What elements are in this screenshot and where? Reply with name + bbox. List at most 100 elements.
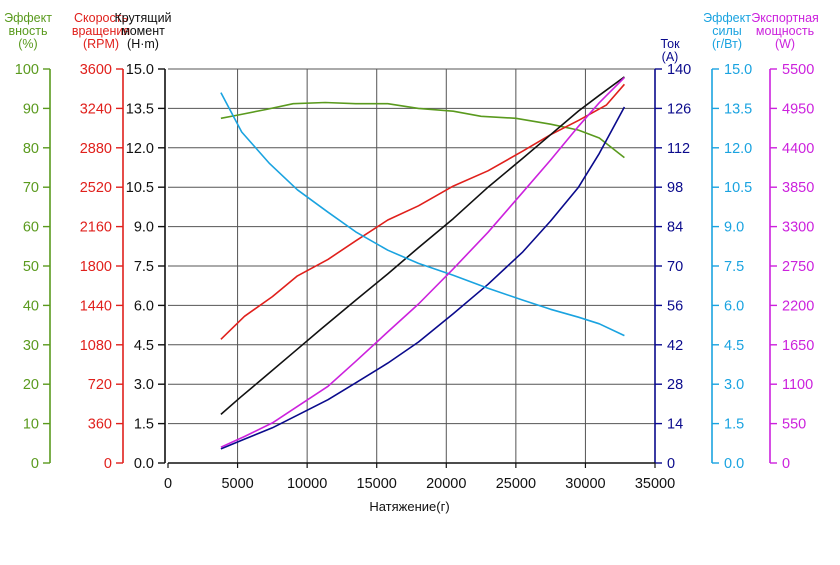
- axis-cur: 0 14 28 42 56 70 84 98 112 126 140 Ток(A): [654, 37, 691, 472]
- tick-label-pow: 0: [782, 456, 790, 472]
- axes: 0102030405060708090100Эффектвность(%)036…: [4, 11, 819, 472]
- series-line-rpm: [220, 83, 626, 340]
- tick-label-torque: 15.0: [126, 62, 154, 78]
- tick-label-torque: 7.5: [134, 259, 154, 275]
- tick-label-rpm: 3600: [80, 62, 112, 78]
- x-tick-label: 35000: [635, 476, 675, 492]
- x-axis-title: Натяжение(г): [369, 499, 449, 514]
- tick-label-eff: 60: [23, 220, 39, 236]
- tick-label-pow: 1650: [782, 338, 814, 354]
- tick-label-torque: 13.5: [126, 101, 154, 117]
- x-tick-label: 10000: [287, 476, 327, 492]
- axis-title-torque: момент: [121, 24, 165, 38]
- tick-label-rpm: 2520: [80, 180, 112, 196]
- tick-label-thr: 0.0: [724, 456, 744, 472]
- tick-label-cur: 56: [667, 298, 683, 314]
- tick-label-eff: 10: [23, 417, 39, 433]
- tick-label-eff: 50: [23, 259, 39, 275]
- tick-label-pow: 3300: [782, 220, 814, 236]
- x-tick-label: 30000: [565, 476, 605, 492]
- tick-label-eff: 40: [23, 298, 39, 314]
- axis-title-thr: (г/Вт): [712, 37, 742, 51]
- tick-label-cur: 14: [667, 417, 683, 433]
- axis-title-eff: вность: [9, 24, 48, 38]
- tick-label-pow: 5500: [782, 62, 814, 78]
- axis-title-pow: мощность: [756, 24, 814, 38]
- tick-label-eff: 90: [23, 101, 39, 117]
- tick-label-cur: 0: [667, 456, 675, 472]
- tick-label-rpm: 1440: [80, 298, 112, 314]
- tick-label-rpm: 1800: [80, 259, 112, 275]
- grid: [168, 68, 655, 463]
- axis-torque: 0.0 1.5 3.0 4.5 6.0 7.5 9.0 10.5 12.0 13.5 15.0 Кру…: [114, 11, 171, 472]
- tick-label-pow: 4950: [782, 101, 814, 117]
- x-tick-label: 5000: [221, 476, 253, 492]
- tick-label-pow: 4400: [782, 141, 814, 157]
- tick-label-pow: 550: [782, 417, 806, 433]
- tick-label-rpm: 2160: [80, 220, 112, 236]
- series-lines: [220, 76, 626, 450]
- tick-label-eff: 100: [15, 62, 39, 78]
- tick-label-torque: 9.0: [134, 220, 154, 236]
- x-tick-label: 20000: [426, 476, 466, 492]
- axis-thr: 0.0 1.5 3.0 4.5 6.0 7.5 9.0 10.5 12.0 13.5 15.0 Эфф…: [703, 11, 752, 472]
- tick-label-thr: 4.5: [724, 338, 744, 354]
- tick-label-cur: 98: [667, 180, 683, 196]
- series-line-pow: [220, 77, 625, 448]
- tick-label-pow: 1100: [782, 377, 813, 393]
- x-axis: 0 5000 10000 15000 20000 25000 30000 35000 Натяж…: [164, 462, 675, 514]
- tick-label-torque: 12.0: [126, 141, 154, 157]
- tick-label-thr: 7.5: [724, 259, 744, 275]
- x-tick-label: 25000: [496, 476, 536, 492]
- axis-title-torque: (Н·m): [127, 37, 159, 51]
- axis-title-cur: (A): [662, 50, 679, 64]
- tick-label-thr: 13.5: [724, 101, 752, 117]
- tick-label-rpm: 720: [88, 377, 112, 393]
- tick-label-cur: 42: [667, 338, 683, 354]
- tick-label-cur: 140: [667, 62, 691, 78]
- axis-title-eff: (%): [18, 37, 37, 51]
- x-tick-label: 15000: [357, 476, 397, 492]
- tick-label-torque: 3.0: [134, 377, 154, 393]
- axis-title-rpm: Скорость: [74, 11, 128, 25]
- axis-pow: 0 550 1100 1650 2200 2750 3300 3850 4400 4950 5500…: [751, 11, 819, 472]
- tick-label-eff: 20: [23, 377, 39, 393]
- tick-label-thr: 12.0: [724, 141, 752, 157]
- tick-label-pow: 3850: [782, 180, 814, 196]
- tick-label-rpm: 1080: [80, 338, 112, 354]
- tick-label-thr: 6.0: [724, 298, 744, 314]
- tick-label-cur: 28: [667, 377, 683, 393]
- axis-title-cur: Ток: [660, 37, 680, 51]
- tick-label-pow: 2750: [782, 259, 814, 275]
- series-line-eff: [220, 101, 625, 159]
- series-line-cur: [220, 106, 626, 450]
- tick-label-thr: 1.5: [724, 417, 744, 433]
- axis-rpm: 0 360 720 1080 1440 1800 2160 2520 2880 3240 3600 С…: [72, 11, 130, 472]
- tick-label-torque: 10.5: [126, 180, 154, 196]
- tick-label-cur: 112: [667, 141, 690, 157]
- tick-label-thr: 9.0: [724, 220, 744, 236]
- axis-title-torque: Крутящий: [114, 11, 171, 25]
- axis-title-thr: силы: [712, 24, 742, 38]
- tick-label-torque: 0.0: [134, 456, 154, 472]
- tick-label-cur: 84: [667, 220, 683, 236]
- tick-label-torque: 1.5: [134, 417, 154, 433]
- tick-label-thr: 15.0: [724, 62, 752, 78]
- tick-label-torque: 6.0: [134, 298, 154, 314]
- tick-label-eff: 70: [23, 180, 39, 196]
- tick-label-thr: 10.5: [724, 180, 752, 196]
- tick-label-cur: 126: [667, 101, 691, 117]
- tick-label-torque: 4.5: [134, 338, 154, 354]
- axis-title-rpm: (RPM): [83, 37, 119, 51]
- tick-label-pow: 2200: [782, 298, 814, 314]
- series-line-torque: [220, 76, 625, 416]
- tick-label-eff: 80: [23, 141, 39, 157]
- tick-label-thr: 3.0: [724, 377, 744, 393]
- tick-label-rpm: 2880: [80, 141, 112, 157]
- tick-label-rpm: 360: [88, 417, 112, 433]
- axis-title-eff: Эффект: [4, 11, 52, 25]
- axis-title-pow: (W): [775, 37, 795, 51]
